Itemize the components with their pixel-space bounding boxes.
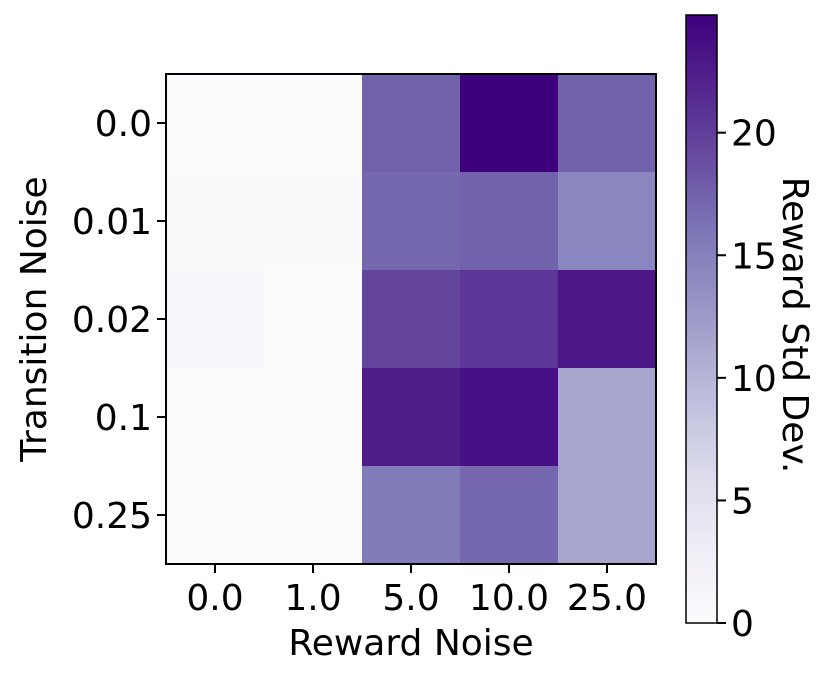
y-axis-ticks: 0.0 0.01 0.02 0.1 0.25 bbox=[72, 104, 166, 537]
heatmap-cell bbox=[166, 466, 265, 565]
heatmap-cell bbox=[166, 368, 265, 467]
heatmap-cell bbox=[362, 172, 461, 271]
colorbar-tick-label: 20 bbox=[731, 114, 777, 155]
heatmap-cell bbox=[558, 466, 657, 565]
y-tick-label: 0.02 bbox=[72, 300, 152, 341]
y-tick-label: 0.25 bbox=[72, 496, 152, 537]
heatmap-cell bbox=[362, 368, 461, 467]
heatmap-cell bbox=[264, 368, 363, 467]
y-axis-label: Transition Noise bbox=[14, 176, 55, 462]
heatmap-cell bbox=[362, 74, 461, 173]
colorbar-tick-label: 15 bbox=[731, 236, 777, 277]
heatmap-cell bbox=[264, 270, 363, 369]
colorbar-ticks: 0 5 10 15 20 bbox=[717, 114, 777, 645]
heatmap-cell bbox=[166, 270, 265, 369]
heatmap-cell bbox=[166, 74, 265, 173]
colorbar bbox=[685, 14, 718, 624]
heatmap-cell bbox=[264, 74, 363, 173]
heatmap-cell bbox=[558, 172, 657, 271]
colorbar-tick-label: 10 bbox=[731, 359, 777, 400]
x-tick-label: 10.0 bbox=[469, 578, 549, 619]
heatmap-cell bbox=[558, 368, 657, 467]
colorbar-tick-label: 5 bbox=[731, 481, 754, 522]
heatmap-cell bbox=[460, 172, 559, 271]
heatmap-cell bbox=[558, 270, 657, 369]
x-tick-label: 5.0 bbox=[382, 578, 439, 619]
x-tick-label: 1.0 bbox=[284, 578, 341, 619]
heatmap-cell bbox=[460, 74, 559, 173]
colorbar-label: Reward Std Dev. bbox=[774, 177, 815, 474]
heatmap-cell bbox=[558, 74, 657, 173]
heatmap-cell bbox=[460, 466, 559, 565]
colorbar-tick-label: 0 bbox=[731, 604, 754, 645]
heatmap-cell bbox=[362, 270, 461, 369]
heatmap-cell bbox=[264, 172, 363, 271]
heatmap-cell bbox=[460, 270, 559, 369]
heatmap-cells bbox=[166, 74, 657, 565]
heatmap-cell bbox=[264, 466, 363, 565]
heatmap-cell bbox=[166, 172, 265, 271]
y-tick-label: 0.0 bbox=[95, 104, 152, 145]
heatmap-cell bbox=[460, 368, 559, 467]
x-tick-label: 0.0 bbox=[186, 578, 243, 619]
x-tick-label: 25.0 bbox=[567, 578, 647, 619]
x-axis-ticks: 0.0 1.0 5.0 10.0 25.0 bbox=[186, 564, 647, 619]
heatmap-cell bbox=[362, 466, 461, 565]
y-tick-label: 0.1 bbox=[95, 398, 152, 439]
y-tick-label: 0.01 bbox=[72, 202, 152, 243]
x-axis-label: Reward Noise bbox=[288, 623, 533, 664]
